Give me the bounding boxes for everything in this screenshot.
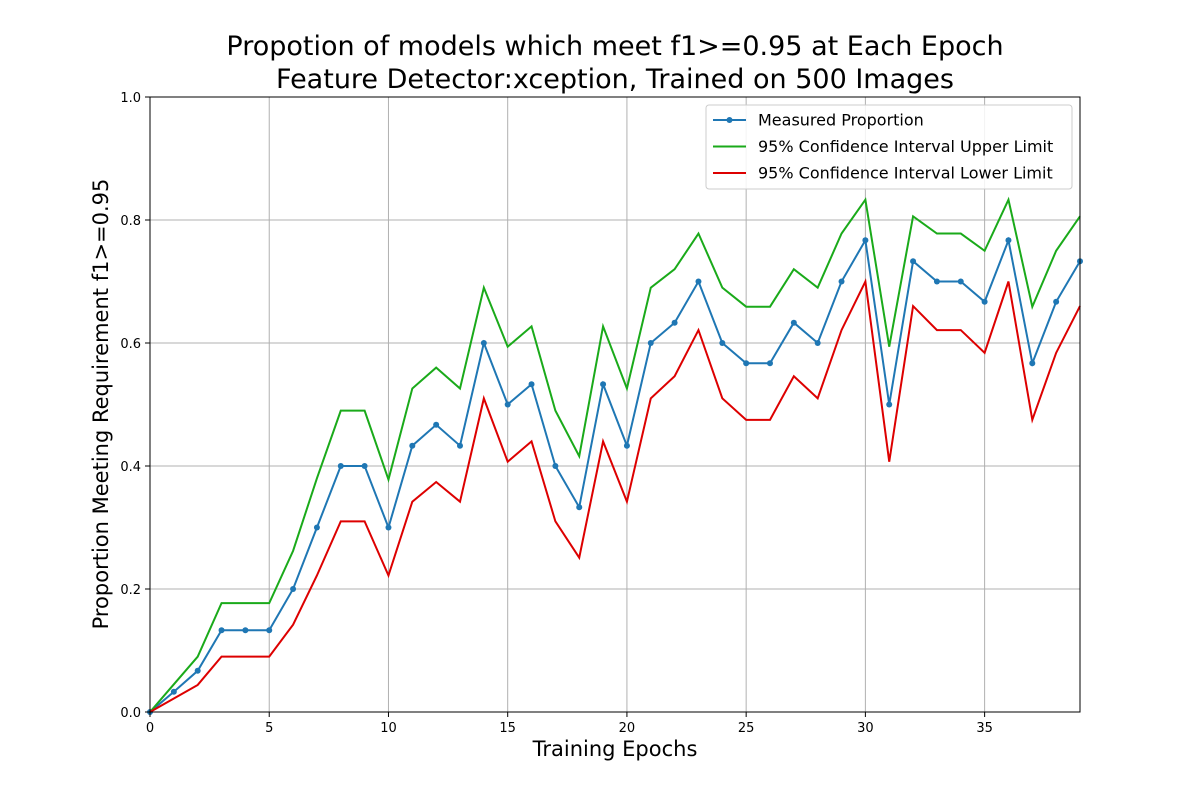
- legend-label: Measured Proportion: [758, 111, 924, 130]
- series-line-1: [149, 196, 1081, 713]
- data-point: [552, 463, 559, 469]
- data-point: [886, 401, 893, 408]
- legend-marker: [726, 117, 733, 123]
- data-point: [957, 278, 964, 285]
- data-point: [480, 340, 487, 346]
- data-point: [528, 381, 535, 388]
- y-tick-label: 0.8: [120, 214, 141, 229]
- data-point: [313, 524, 320, 531]
- data-point: [409, 442, 416, 449]
- series-line-2: [149, 278, 1081, 713]
- y-tick-label: 0.6: [120, 337, 141, 352]
- data-point: [671, 319, 678, 326]
- data-point: [266, 627, 273, 634]
- data-point: [504, 401, 511, 408]
- x-axis-label: Training Epochs: [532, 737, 698, 761]
- x-tick-label: 30: [857, 721, 874, 736]
- x-tick-label: 15: [499, 721, 516, 736]
- data-point: [433, 421, 440, 428]
- data-point: [647, 340, 654, 346]
- series-line-0: [149, 236, 1081, 713]
- data-point: [814, 340, 821, 346]
- data-point: [623, 442, 630, 449]
- data-point: [576, 504, 583, 511]
- x-tick-label: 5: [265, 721, 273, 736]
- legend: Measured Proportion 95% Confidence Interv…: [705, 104, 1073, 190]
- x-tick-label: 25: [738, 721, 755, 736]
- data-point: [361, 463, 368, 469]
- legend-label: 95% Confidence Interval Upper Limit: [758, 137, 1053, 156]
- y-tick-label: 1.0: [120, 91, 141, 106]
- data-point: [337, 463, 344, 469]
- data-point: [290, 586, 297, 592]
- data-point: [981, 298, 988, 305]
- chart-title: Propotion of models which meet f1>=0.95 …: [226, 31, 1003, 62]
- y-tick-label: 0.2: [120, 583, 141, 598]
- data-point: [743, 360, 750, 367]
- data-point: [933, 278, 940, 285]
- y-tick-label: 0.0: [120, 706, 141, 721]
- data-point: [838, 278, 845, 285]
- data-point: [910, 258, 917, 265]
- data-point: [170, 688, 177, 695]
- y-tick-label: 0.4: [120, 460, 141, 475]
- x-tick-label: 10: [380, 721, 397, 736]
- data-point: [719, 340, 726, 346]
- data-point: [600, 381, 607, 388]
- data-point: [790, 319, 797, 326]
- series-layer: [147, 196, 1083, 715]
- data-point: [1029, 360, 1036, 367]
- data-point: [695, 278, 702, 285]
- chart-subtitle: Feature Detector:xception, Trained on 50…: [276, 64, 954, 95]
- plot-frame: [149, 96, 1081, 713]
- data-point: [767, 360, 773, 367]
- x-tick-label: 0: [146, 721, 154, 736]
- legend-box: [705, 104, 1073, 190]
- ticks: 0 5 10 15 20 25 30 35 0.0 0.2 0.4 0.6 0.8 1.0: [120, 91, 993, 736]
- data-point: [862, 237, 869, 244]
- data-point: [1053, 298, 1060, 305]
- y-axis-label: Proportion Meeting Requirement f1>=0.95: [89, 179, 113, 630]
- x-tick-label: 35: [976, 721, 993, 736]
- data-point: [457, 442, 463, 449]
- data-point: [218, 627, 225, 634]
- x-tick-label: 20: [619, 721, 636, 736]
- data-point: [194, 667, 201, 674]
- data-point: [242, 627, 249, 634]
- data-point: [1005, 237, 1012, 244]
- data-point: [385, 524, 392, 531]
- legend-label: 95% Confidence Interval Lower Limit: [758, 164, 1053, 183]
